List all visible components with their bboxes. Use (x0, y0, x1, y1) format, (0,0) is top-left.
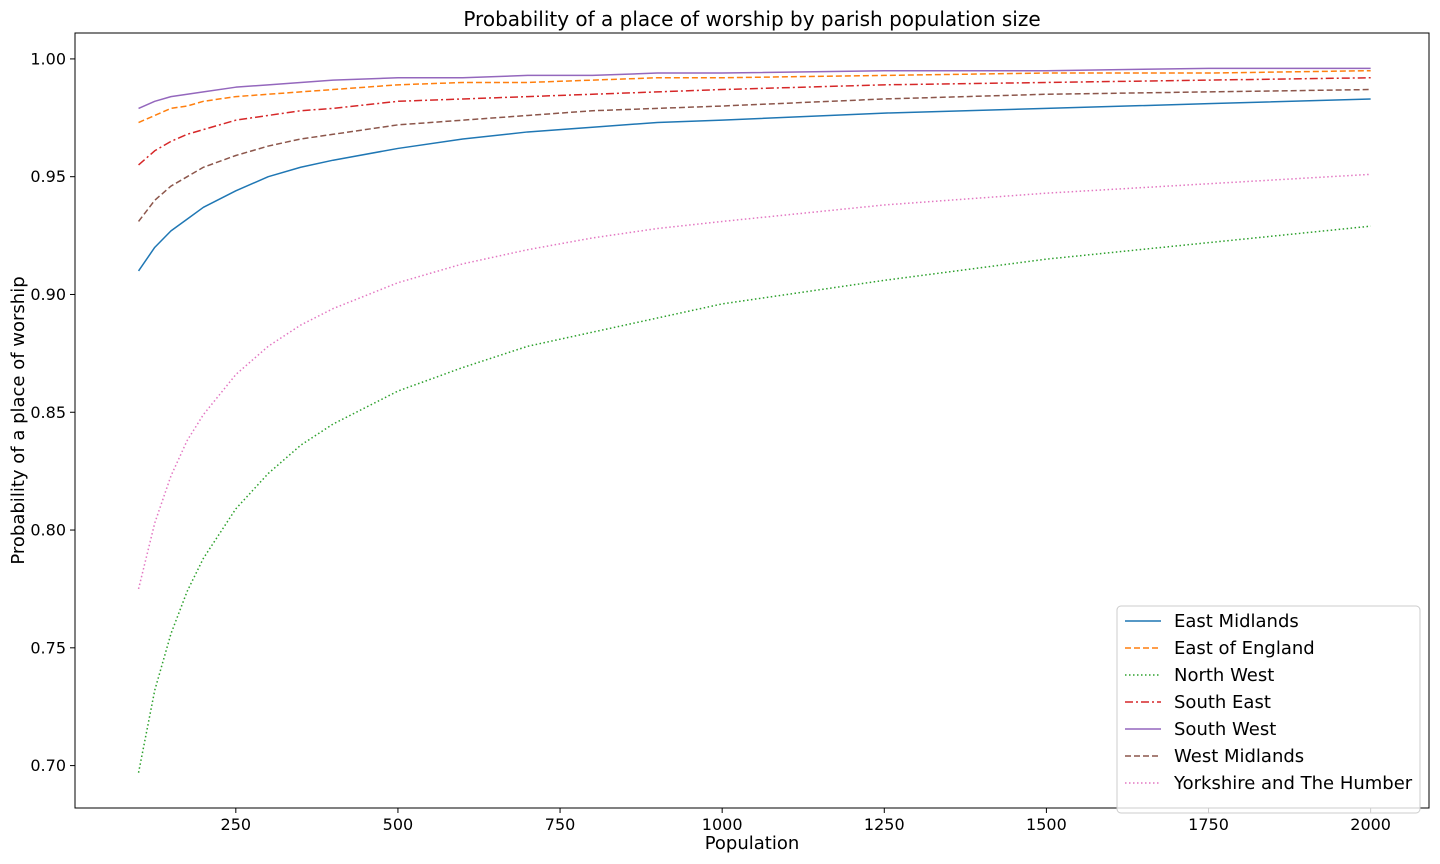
x-axis-title: Population (705, 833, 800, 854)
y-axis-title: Probability of a place of worship (8, 276, 29, 564)
series-line-south-west (138, 67, 1371, 110)
chart-title: Probability of a place of worship by par… (463, 7, 1040, 31)
series-line-north-west (137, 225, 1371, 773)
y-axis: 0.70 0.75 0.80 0.85 0.90 0.95 1.00 (30, 49, 75, 775)
axes-frame (74, 32, 1430, 809)
series-line-south-east (138, 77, 1371, 166)
series-line-east-midlands (137, 98, 1371, 272)
series-line-east-of-england (138, 69, 1371, 124)
legend-label: West Midlands (1174, 746, 1304, 767)
y-tick-label: 0.80 (30, 521, 66, 540)
y-tick-label: 0.70 (30, 756, 66, 775)
x-tick-label: 1750 (1188, 815, 1229, 834)
x-tick-label: 1000 (702, 815, 743, 834)
legend-box (1116, 605, 1421, 814)
legend-label: South West (1174, 719, 1276, 740)
series-line-west-midlands (137, 88, 1371, 222)
y-tick-label: 0.75 (30, 638, 66, 657)
y-tick-label: 0.95 (30, 167, 66, 186)
legend-label: North West (1174, 665, 1274, 686)
plot-area (137, 67, 1371, 773)
x-tick-label: 250 (221, 815, 252, 834)
legend-label: Yorkshire and The Humber (1173, 773, 1413, 794)
x-tick-label: 500 (383, 815, 414, 834)
x-axis: 250 500 750 1000 1250 1500 1750 2000 (221, 808, 1391, 834)
y-tick-label: 0.90 (30, 285, 66, 304)
legend: East Midlands East of England North West So… (1116, 605, 1421, 814)
x-tick-label: 750 (545, 815, 576, 834)
y-tick-label: 1.00 (30, 49, 66, 68)
series-line-yorkshire-and-the-humber (137, 173, 1371, 590)
legend-label: East Midlands (1174, 611, 1299, 632)
legend-label: East of England (1174, 638, 1315, 659)
x-tick-label: 2000 (1350, 815, 1391, 834)
y-tick-label: 0.85 (30, 403, 66, 422)
x-tick-label: 1250 (864, 815, 905, 834)
x-tick-label: 1500 (1026, 815, 1067, 834)
legend-label: South East (1174, 692, 1271, 713)
